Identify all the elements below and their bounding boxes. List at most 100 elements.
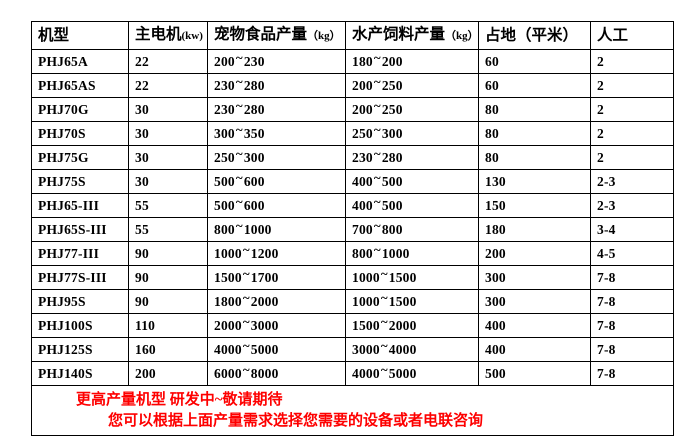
table-row: PHJ125S 160 4000~5000 3000~4000 400 7-8 (31, 337, 674, 362)
range-tilde: ~ (380, 290, 388, 306)
cell-floor-area: 80 (478, 145, 591, 170)
cell-pet-food-output: 800~1000 (207, 217, 346, 242)
cell-pet-food-output: 2000~3000 (207, 313, 346, 338)
cell-pet-food-output: 300~350 (207, 121, 346, 146)
cell-model: PHJ65-III (31, 193, 129, 218)
column-header-labor: 人工 (590, 21, 674, 50)
header-text-motor: 主电机 (135, 26, 182, 43)
table-row: PHJ95S 90 1800~2000 1000~1500 300 7-8 (31, 289, 674, 314)
header-unit-pet-output: （kg） (307, 30, 341, 42)
footer-note-line-2: 您可以根据上面产量需求选择您需要的设备或者电联咨询 (108, 413, 484, 429)
cell-aqua-feed-output: 1000~1500 (345, 289, 479, 314)
column-header-model: 机型 (31, 21, 129, 50)
cell-pet-food-output: 230~280 (207, 73, 346, 98)
table-row: PHJ65AS 22 230~280 200~250 60 2 (31, 73, 674, 98)
cell-labor-count: 2 (590, 121, 674, 146)
cell-motor-power: 30 (128, 97, 208, 122)
cell-motor-power: 30 (128, 145, 208, 170)
range-tilde: ~ (373, 74, 381, 90)
range-tilde: ~ (242, 338, 250, 354)
cell-floor-area: 150 (478, 193, 591, 218)
range-tilde: ~ (242, 362, 250, 378)
cell-motor-power: 22 (128, 49, 208, 74)
cell-model: PHJ75S (31, 169, 129, 194)
cell-model: PHJ77-III (31, 241, 129, 266)
cell-floor-area: 200 (478, 241, 591, 266)
spec-table-container: 机型 主电机(kw) 宠物食品产量（kg） 水产饲料产量（kg） 占地（平米） … (31, 21, 674, 436)
cell-motor-power: 90 (128, 265, 208, 290)
cell-floor-area: 130 (478, 169, 591, 194)
cell-floor-area: 400 (478, 337, 591, 362)
cell-model: PHJ70G (31, 97, 129, 122)
cell-motor-power: 30 (128, 169, 208, 194)
cell-model: PHJ125S (31, 337, 129, 362)
table-row: PHJ65-III 55 500~600 400~500 150 2-3 (31, 193, 674, 218)
cell-labor-count: 2 (590, 73, 674, 98)
cell-motor-power: 110 (128, 313, 208, 338)
cell-motor-power: 160 (128, 337, 208, 362)
cell-model: PHJ65S-III (31, 217, 129, 242)
range-tilde: ~ (235, 122, 243, 138)
cell-pet-food-output: 4000~5000 (207, 337, 346, 362)
cell-labor-count: 7-8 (590, 361, 674, 386)
range-tilde: ~ (373, 50, 381, 66)
cell-aqua-feed-output: 180~200 (345, 49, 479, 74)
header-text-model: 机型 (38, 27, 70, 44)
range-tilde: ~ (242, 266, 250, 282)
cell-motor-power: 90 (128, 289, 208, 314)
cell-aqua-feed-output: 250~300 (345, 121, 479, 146)
table-footer-row: 更高产量机型 研发中~敬请期待 您可以根据上面产量需求选择您需要的设备或者电联咨… (31, 385, 674, 436)
cell-labor-count: 7-8 (590, 265, 674, 290)
cell-aqua-feed-output: 1000~1500 (345, 265, 479, 290)
cell-floor-area: 60 (478, 49, 591, 74)
column-header-area: 占地（平米） (478, 21, 591, 50)
column-header-motor: 主电机(kw) (128, 21, 208, 50)
range-tilde: ~ (373, 170, 381, 186)
cell-motor-power: 200 (128, 361, 208, 386)
cell-labor-count: 7-8 (590, 337, 674, 362)
machine-spec-table: 机型 主电机(kw) 宠物食品产量（kg） 水产饲料产量（kg） 占地（平米） … (31, 21, 674, 436)
range-tilde: ~ (242, 290, 250, 306)
cell-aqua-feed-output: 230~280 (345, 145, 479, 170)
cell-floor-area: 180 (478, 217, 591, 242)
cell-pet-food-output: 1800~2000 (207, 289, 346, 314)
cell-aqua-feed-output: 800~1000 (345, 241, 479, 266)
cell-model: PHJ70S (31, 121, 129, 146)
table-row: PHJ65S-III 55 800~1000 700~800 180 3-4 (31, 217, 674, 242)
table-row: PHJ140S 200 6000~8000 4000~5000 500 7-8 (31, 361, 674, 386)
cell-labor-count: 2-3 (590, 169, 674, 194)
range-tilde: ~ (373, 98, 381, 114)
table-header-row: 机型 主电机(kw) 宠物食品产量（kg） 水产饲料产量（kg） 占地（平米） … (31, 21, 674, 50)
cell-labor-count: 2 (590, 49, 674, 74)
column-header-pet-output: 宠物食品产量（kg） (207, 21, 346, 50)
range-tilde: ~ (242, 314, 250, 330)
table-row: PHJ70S 30 300~350 250~300 80 2 (31, 121, 674, 146)
cell-pet-food-output: 250~300 (207, 145, 346, 170)
cell-motor-power: 55 (128, 217, 208, 242)
range-tilde: ~ (380, 266, 388, 282)
range-tilde: ~ (235, 194, 243, 210)
header-text-pet-output: 宠物食品产量 (214, 26, 308, 43)
cell-floor-area: 300 (478, 265, 591, 290)
cell-aqua-feed-output: 400~500 (345, 193, 479, 218)
cell-floor-area: 300 (478, 289, 591, 314)
cell-labor-count: 3-4 (590, 217, 674, 242)
cell-floor-area: 500 (478, 361, 591, 386)
cell-aqua-feed-output: 1500~2000 (345, 313, 479, 338)
cell-pet-food-output: 230~280 (207, 97, 346, 122)
cell-labor-count: 2 (590, 97, 674, 122)
cell-aqua-feed-output: 400~500 (345, 169, 479, 194)
table-row: PHJ70G 30 230~280 200~250 80 2 (31, 97, 674, 122)
range-tilde: ~ (242, 242, 250, 258)
cell-pet-food-output: 200~230 (207, 49, 346, 74)
cell-floor-area: 60 (478, 73, 591, 98)
cell-model: PHJ100S (31, 313, 129, 338)
range-tilde: ~ (235, 98, 243, 114)
cell-pet-food-output: 1500~1700 (207, 265, 346, 290)
column-header-aqua-output: 水产饲料产量（kg） (345, 21, 479, 50)
cell-labor-count: 4-5 (590, 241, 674, 266)
cell-aqua-feed-output: 200~250 (345, 73, 479, 98)
table-row: PHJ65A 22 200~230 180~200 60 2 (31, 49, 674, 74)
cell-pet-food-output: 6000~8000 (207, 361, 346, 386)
cell-aqua-feed-output: 200~250 (345, 97, 479, 122)
